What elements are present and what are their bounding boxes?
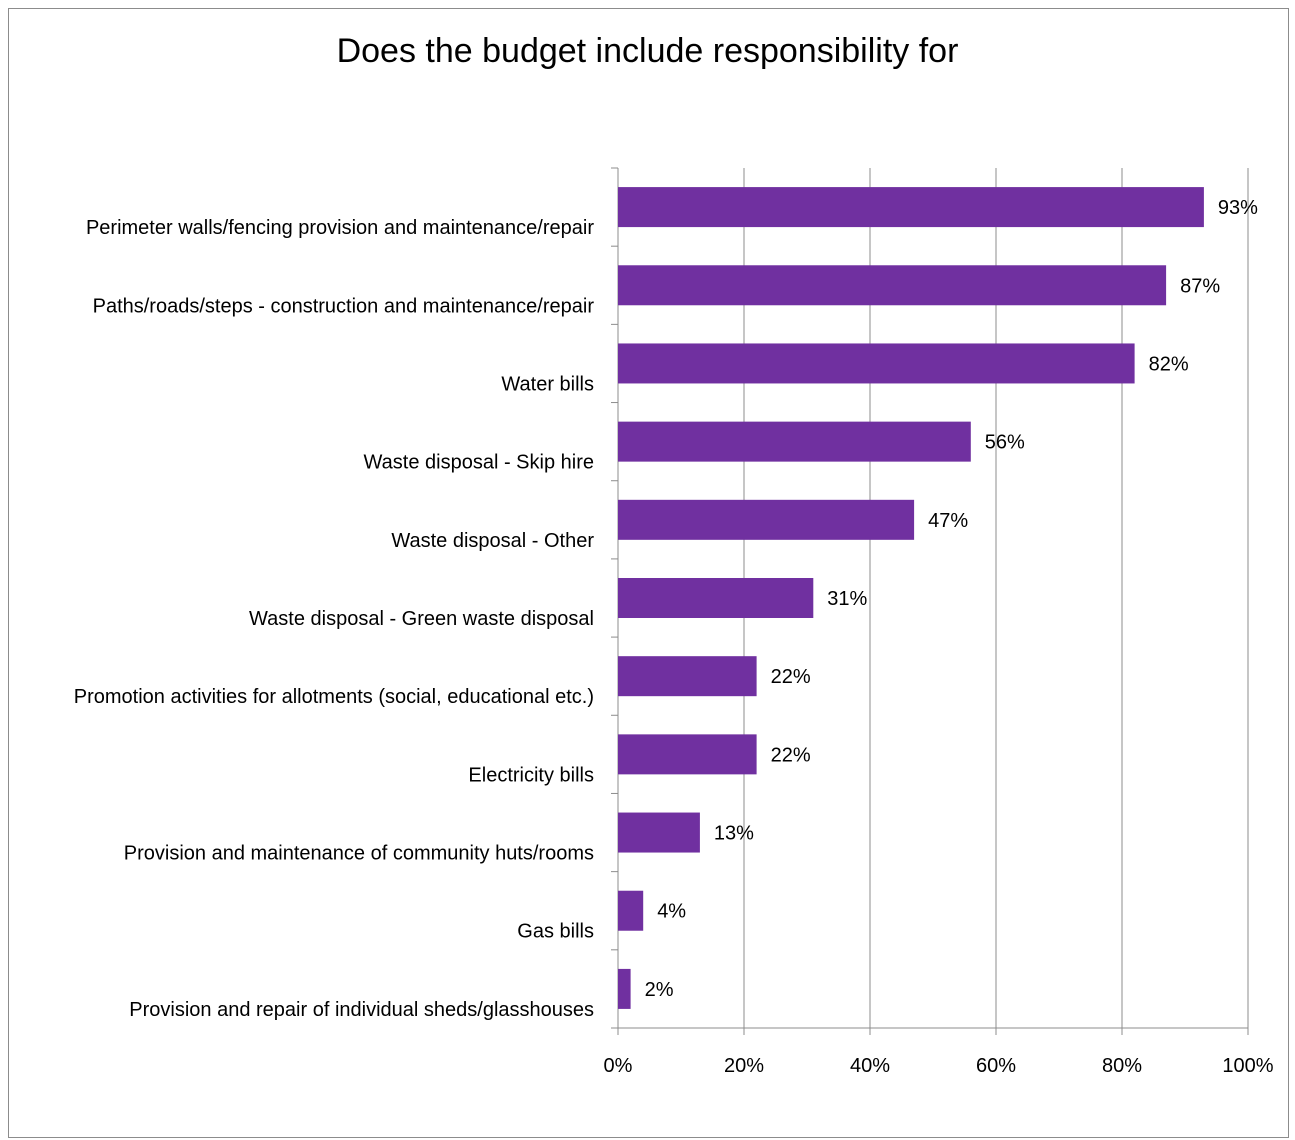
data-label: 22%	[771, 744, 811, 766]
x-tick-label: 60%	[976, 1055, 1016, 1077]
data-label: 82%	[1149, 353, 1189, 375]
category-label: Gas bills	[517, 921, 594, 943]
bar	[618, 578, 814, 618]
bar	[618, 343, 1135, 384]
bar	[618, 734, 757, 775]
data-label: 13%	[714, 823, 754, 845]
data-label: 22%	[771, 666, 811, 688]
bar	[618, 812, 700, 853]
bar	[618, 421, 971, 462]
category-label: Waste disposal - Skip hire	[364, 452, 594, 474]
data-label: 56%	[985, 432, 1025, 454]
bar	[618, 265, 1167, 306]
x-tick-label: 40%	[850, 1055, 890, 1077]
category-label: Paths/roads/steps - construction and mai…	[93, 295, 595, 317]
x-tick-label: 100%	[1222, 1055, 1273, 1077]
category-label: Waste disposal - Green waste disposal	[249, 608, 594, 630]
chart-title: Does the budget include responsibility f…	[336, 32, 959, 70]
bar	[618, 187, 1204, 228]
data-label: 2%	[645, 979, 674, 1001]
x-tick-label: 0%	[604, 1055, 633, 1077]
data-label: 93%	[1218, 197, 1258, 219]
category-label: Water bills	[501, 373, 594, 395]
data-label: 87%	[1180, 275, 1220, 297]
category-label: Provision and repair of individual sheds…	[129, 999, 594, 1021]
category-label: Electricity bills	[468, 764, 594, 786]
category-label: Promotion activities for allotments (soc…	[74, 686, 594, 708]
data-label: 47%	[928, 510, 968, 532]
x-tick-label: 80%	[1102, 1055, 1142, 1077]
category-label: Waste disposal - Other	[391, 530, 594, 552]
bar	[618, 890, 644, 931]
bar	[618, 968, 631, 1009]
bar	[618, 499, 915, 540]
data-label: 4%	[657, 901, 686, 923]
category-label: Perimeter walls/fencing provision and ma…	[86, 217, 594, 239]
data-label: 31%	[827, 588, 867, 610]
x-tick-label: 20%	[724, 1055, 764, 1077]
bar	[618, 656, 757, 697]
category-label: Provision and maintenance of community h…	[124, 843, 594, 865]
